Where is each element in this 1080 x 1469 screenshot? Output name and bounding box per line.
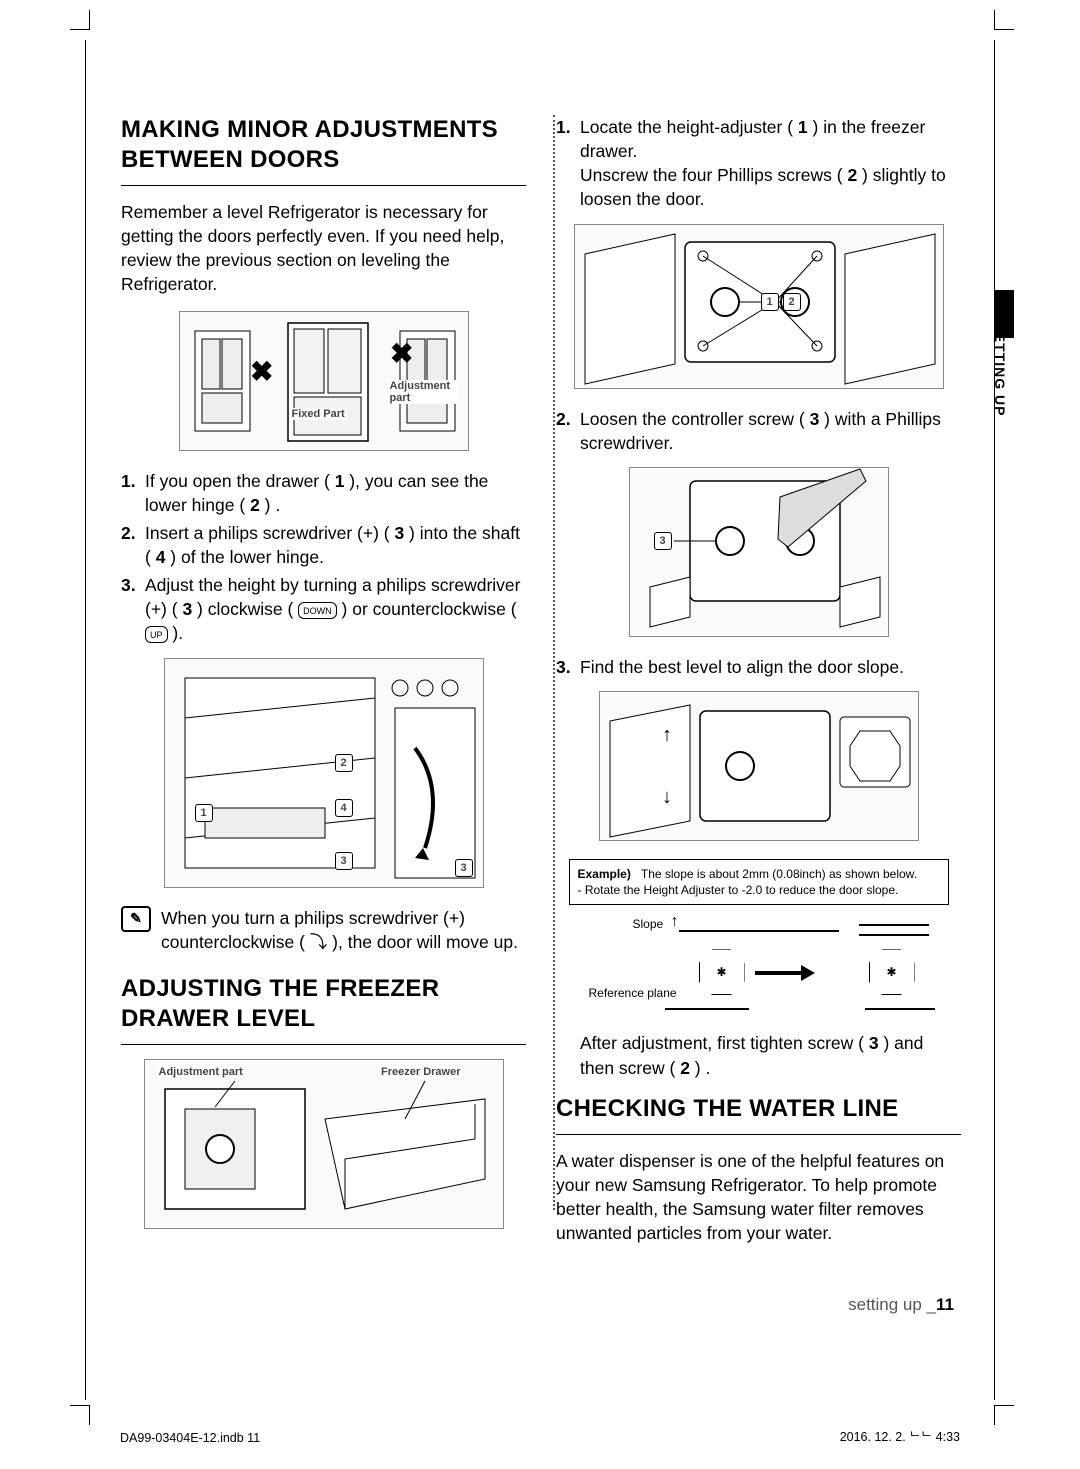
slope-diagram: Slope ↑ ✱ ✱ Reference plane bbox=[569, 915, 949, 1025]
callout-r3: 3 bbox=[654, 532, 672, 550]
section-side-tab: 01 SETTING UP bbox=[994, 290, 1014, 520]
svg-text:✖: ✖ bbox=[250, 356, 273, 387]
label-slope: Slope bbox=[633, 917, 664, 931]
label-fixed-part: Fixed Part bbox=[290, 408, 347, 420]
heading-adjust-doors: MAKING MINOR ADJUSTMENTS BETWEEN DOORS bbox=[121, 115, 526, 175]
callout-1: 1 bbox=[195, 804, 213, 822]
step-3: 3.Adjust the height by turning a philips… bbox=[121, 573, 526, 645]
r-step-3: 3.Find the best level to align the door … bbox=[556, 655, 961, 679]
figure-freezer-drawer: Adjustment part Freezer Drawer bbox=[121, 1059, 526, 1229]
label-adjustment-part-2: Adjustment part bbox=[157, 1066, 245, 1078]
freezer-drawer-illustration bbox=[145, 1059, 503, 1229]
svg-text:↑: ↑ bbox=[662, 724, 672, 746]
intro-paragraph: Remember a level Refrigerator is necessa… bbox=[121, 200, 526, 297]
callout-r1: 1 bbox=[761, 293, 779, 311]
r-step-1: 1.Locate the height-adjuster ( 1 ) in th… bbox=[556, 115, 961, 212]
adjuster-octagon-2: ✱ bbox=[869, 949, 915, 995]
footer-page-label: setting up _11 bbox=[848, 1295, 954, 1315]
hinge-illustration bbox=[165, 658, 483, 888]
note-text: When you turn a philips screwdriver (+) … bbox=[161, 906, 526, 954]
freezer-steps-3: 3.Find the best level to align the door … bbox=[556, 655, 961, 679]
callout-3b: 3 bbox=[455, 859, 473, 877]
crop-mark bbox=[994, 1405, 1014, 1425]
r-step-2: 2.Loosen the controller screw ( 3 ) with… bbox=[556, 407, 961, 455]
door-slope-illustration: ↑ ↓ bbox=[600, 691, 918, 841]
heading-rule-3 bbox=[556, 1134, 961, 1135]
after-adjustment-text: After adjustment, first tighten screw ( … bbox=[556, 1031, 961, 1079]
callout-4: 4 bbox=[335, 799, 353, 817]
callout-r2: 2 bbox=[783, 293, 801, 311]
figure-height-adjuster: 1 2 bbox=[556, 224, 961, 389]
label-reference-plane: Reference plane bbox=[589, 987, 677, 1001]
right-column: 1.Locate the height-adjuster ( 1 ) in th… bbox=[556, 115, 961, 1259]
crop-mark bbox=[70, 1405, 90, 1425]
page-frame: 01 SETTING UP MAKING MINOR ADJUSTMENTS B… bbox=[85, 40, 995, 1400]
figure-lower-hinge: 1 2 4 3 3 bbox=[121, 658, 526, 888]
side-tab-label: 01 SETTING UP bbox=[992, 300, 1008, 416]
label-adjustment-part: Adjustment part bbox=[388, 380, 458, 404]
heading-rule bbox=[121, 185, 526, 186]
adjuster-octagon-1: ✱ bbox=[699, 949, 745, 995]
example-label: Example) bbox=[578, 867, 631, 881]
heading-water-line: CHECKING THE WATER LINE bbox=[556, 1094, 961, 1124]
freezer-steps-2: 2.Loosen the controller screw ( 3 ) with… bbox=[556, 407, 961, 455]
up-arrow-icon: UP bbox=[145, 626, 168, 643]
crop-mark bbox=[70, 10, 90, 30]
door-adjust-steps: 1.If you open the drawer ( 1 ), you can … bbox=[121, 469, 526, 646]
heading-rule-2 bbox=[121, 1044, 526, 1045]
svg-text:↓: ↓ bbox=[662, 786, 672, 808]
step-2: 2.Insert a philips screwdriver (+) ( 3 )… bbox=[121, 521, 526, 569]
controller-screw-illustration bbox=[630, 467, 888, 637]
callout-3: 3 bbox=[335, 852, 353, 870]
figure-door-slope: ↑ ↓ bbox=[556, 691, 961, 841]
example-box: Example) The slope is about 2mm (0.08inc… bbox=[569, 859, 949, 905]
example-line1: The slope is about 2mm (0.08inch) as sho… bbox=[641, 867, 917, 881]
heading-freezer-level: ADJUSTING THE FREEZER DRAWER LEVEL bbox=[121, 974, 526, 1034]
figure-controller-screw: 3 bbox=[556, 467, 961, 637]
column-divider bbox=[553, 115, 555, 1210]
step-1: 1.If you open the drawer ( 1 ), you can … bbox=[121, 469, 526, 517]
left-column: MAKING MINOR ADJUSTMENTS BETWEEN DOORS R… bbox=[121, 115, 526, 1259]
crop-mark bbox=[994, 10, 1014, 30]
example-line2: - Rotate the Height Adjuster to -2.0 to … bbox=[578, 882, 940, 898]
down-arrow-icon: DOWN bbox=[298, 602, 337, 619]
note-block: ✎ When you turn a philips screwdriver (+… bbox=[121, 906, 526, 954]
imprint-left: DA99-03404E-12.indb 11 bbox=[120, 1431, 260, 1445]
water-line-text: A water dispenser is one of the helpful … bbox=[556, 1149, 961, 1246]
height-adjuster-illustration bbox=[575, 224, 943, 389]
callout-2: 2 bbox=[335, 754, 353, 772]
svg-text:✖: ✖ bbox=[390, 338, 413, 369]
imprint-right: 2016. 12. 2. ᄂᄂ 4:33 bbox=[840, 1426, 960, 1445]
label-freezer-drawer: Freezer Drawer bbox=[379, 1066, 463, 1078]
figure-refrigerator-alignment: ✖ ✖ Fixed Part Adjustment part bbox=[121, 311, 526, 451]
freezer-steps-1: 1.Locate the height-adjuster ( 1 ) in th… bbox=[556, 115, 961, 212]
note-icon: ✎ bbox=[121, 906, 151, 932]
